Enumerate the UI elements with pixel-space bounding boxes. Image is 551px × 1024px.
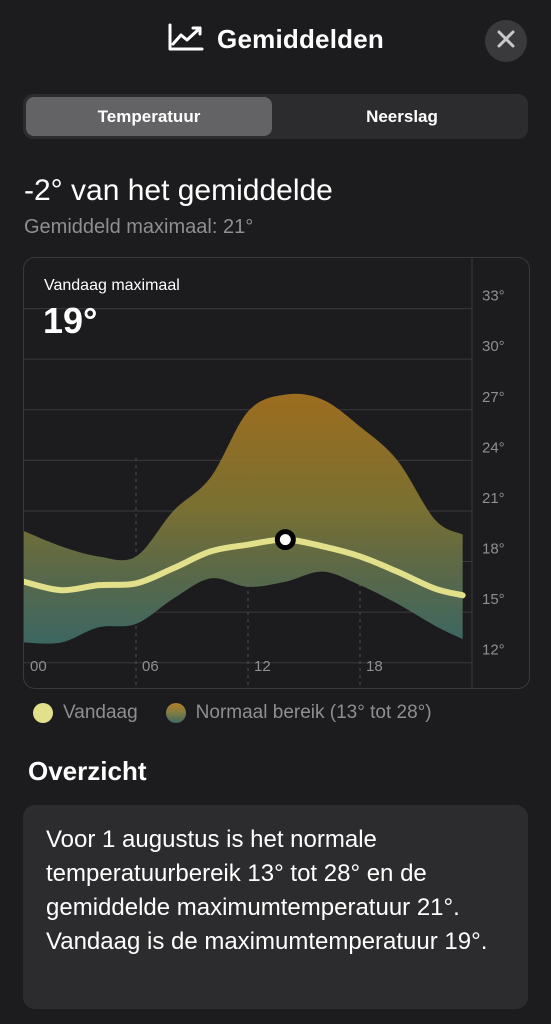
today-max-value: 19° bbox=[43, 300, 98, 341]
close-button[interactable] bbox=[485, 20, 527, 62]
x-tick-label: 00 bbox=[30, 658, 47, 675]
close-icon bbox=[497, 30, 515, 53]
today-max-marker bbox=[274, 529, 296, 551]
legend-today-swatch bbox=[33, 703, 53, 723]
temperature-chart: 12° 15° 18° 21° 24° 27° 30° 33° 00 06 12 18 Vandaag… bbox=[23, 257, 530, 689]
tab-temperatuur[interactable]: Temperatuur bbox=[26, 97, 272, 136]
page-title: Gemiddelden bbox=[217, 24, 384, 54]
overview-heading: Overzicht bbox=[28, 756, 147, 786]
x-tick-label: 06 bbox=[142, 658, 159, 675]
y-tick-label: 30° bbox=[482, 338, 505, 355]
y-tick-label: 12° bbox=[482, 642, 505, 659]
segmented-control: Temperatuur Neerslag bbox=[23, 94, 528, 139]
average-max-text: Gemiddeld maximaal: 21° bbox=[24, 216, 254, 238]
tab-neerslag[interactable]: Neerslag bbox=[366, 106, 438, 126]
deviation-headline: -2° van het gemiddelde bbox=[24, 174, 333, 207]
chart-legend: Vandaag Normaal bereik (13° tot 28°) bbox=[33, 702, 432, 724]
y-tick-label: 18° bbox=[482, 541, 505, 558]
y-tick-label: 33° bbox=[482, 288, 505, 305]
x-tick-label: 18 bbox=[366, 658, 383, 675]
x-tick-label: 12 bbox=[254, 658, 271, 675]
legend-range-swatch bbox=[165, 703, 186, 723]
y-tick-label: 15° bbox=[482, 591, 505, 608]
normal-range-area bbox=[24, 393, 463, 644]
header: Gemiddelden bbox=[0, 0, 551, 82]
overview-card: Voor 1 augustus is het normale temperatu… bbox=[23, 805, 528, 1009]
today-line bbox=[24, 536, 466, 599]
header-title-group: Gemiddelden bbox=[0, 22, 551, 57]
line-chart-icon bbox=[167, 22, 205, 57]
overview-text: Voor 1 augustus is het normale temperatu… bbox=[46, 826, 488, 955]
y-tick-label: 21° bbox=[482, 490, 505, 507]
y-tick-label: 24° bbox=[482, 439, 505, 456]
today-max-label: Vandaag maximaal bbox=[44, 277, 180, 294]
legend-range-label: Normaal bereik (13° tot 28°) bbox=[195, 702, 432, 723]
legend-today-label: Vandaag bbox=[63, 702, 138, 723]
chart-canvas: 12° 15° 18° 21° 24° 27° 30° 33° 00 06 12 18 bbox=[24, 258, 505, 688]
y-tick-label: 27° bbox=[482, 389, 505, 406]
